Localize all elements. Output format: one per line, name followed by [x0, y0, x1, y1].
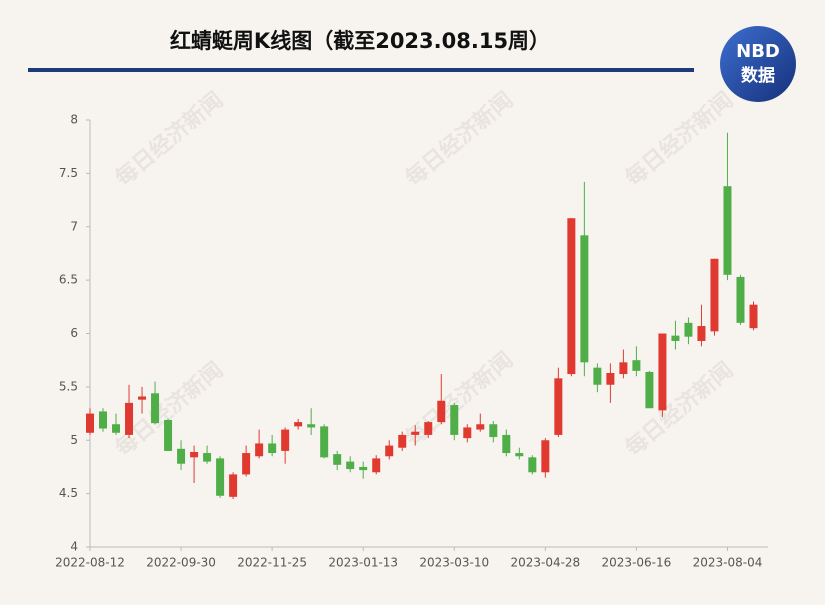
candle-body — [580, 235, 589, 363]
candle-body — [567, 218, 576, 375]
candle-body — [502, 434, 511, 454]
candle-body — [554, 378, 563, 435]
candle-body — [164, 419, 173, 451]
candle-body — [749, 304, 758, 329]
candle-body — [619, 362, 628, 375]
candle-body — [99, 411, 108, 429]
candle-body — [294, 422, 303, 427]
x-tick-label: 2023-06-16 — [602, 556, 672, 570]
candle-body — [190, 451, 199, 458]
candle-body — [177, 448, 186, 464]
candle-body — [437, 400, 446, 423]
candle-body — [359, 466, 368, 471]
x-tick-label: 2022-08-12 — [55, 556, 125, 570]
y-tick-label: 4.5 — [59, 486, 78, 500]
candle-body — [125, 402, 134, 435]
candle-body — [346, 461, 355, 470]
candle-body — [541, 440, 550, 473]
candle-body — [151, 393, 160, 424]
title-underline — [28, 68, 694, 72]
candle-body — [424, 422, 433, 435]
candle-body — [463, 427, 472, 439]
x-tick-label: 2022-11-25 — [237, 556, 307, 570]
y-tick-label: 6 — [70, 326, 78, 340]
candle-body — [372, 458, 381, 473]
y-tick-label: 6.5 — [59, 273, 78, 287]
candle-body — [593, 367, 602, 385]
plot: 4 4.5 5 5.5 6 6.5 7 7.5 8 2022-08-12 2022-09-30 202… — [55, 113, 768, 570]
candle-body — [138, 396, 147, 400]
chart-title: 红蜻蜓周K线图（截至2023.08.15周） — [170, 29, 550, 53]
candle-body — [736, 276, 745, 323]
y-tick-label: 5.5 — [59, 379, 78, 393]
x-tick-label: 2022-09-30 — [146, 556, 216, 570]
candle-body — [411, 431, 420, 435]
candle-body — [632, 360, 641, 371]
candle-body — [528, 457, 537, 473]
y-tick-label: 8 — [70, 113, 78, 127]
x-tick-label: 2023-01-13 — [328, 556, 398, 570]
candle-body — [255, 443, 264, 457]
x-tick-label: 2023-03-10 — [419, 556, 489, 570]
y-tick-label: 7.5 — [59, 166, 78, 180]
y-tick-label: 7 — [70, 219, 78, 233]
candle-body — [216, 458, 225, 496]
candle-body — [398, 434, 407, 448]
candle-body — [645, 371, 654, 409]
candle-body — [112, 424, 121, 433]
y-tick-label: 4 — [70, 540, 78, 554]
logo-bottom: 数据 — [741, 65, 775, 86]
x-tick-label: 2023-08-04 — [693, 556, 763, 570]
logo-top: NBD — [736, 41, 780, 62]
candle-body — [476, 424, 485, 430]
candle-body — [268, 443, 277, 454]
candle-body — [515, 453, 524, 457]
candle-body — [86, 413, 94, 433]
candle-body — [203, 453, 212, 462]
candle-body — [684, 322, 693, 337]
candle-body — [320, 426, 329, 458]
candle-body — [723, 186, 732, 275]
candle-body — [489, 424, 498, 438]
candle-body — [450, 405, 459, 435]
candle-body — [307, 424, 316, 428]
candle-body — [710, 258, 719, 332]
candle-body — [658, 333, 667, 411]
candle-body — [697, 326, 706, 341]
candle-body — [385, 445, 394, 457]
candle-body — [229, 474, 238, 497]
candle-body — [671, 335, 680, 341]
candle-body — [281, 429, 290, 451]
y-tick-label: 5 — [70, 433, 78, 447]
candle-body — [333, 454, 342, 465]
candle-body — [606, 372, 615, 385]
x-tick-label: 2023-04-28 — [510, 556, 580, 570]
candle-body — [242, 453, 251, 475]
logo — [720, 26, 796, 102]
